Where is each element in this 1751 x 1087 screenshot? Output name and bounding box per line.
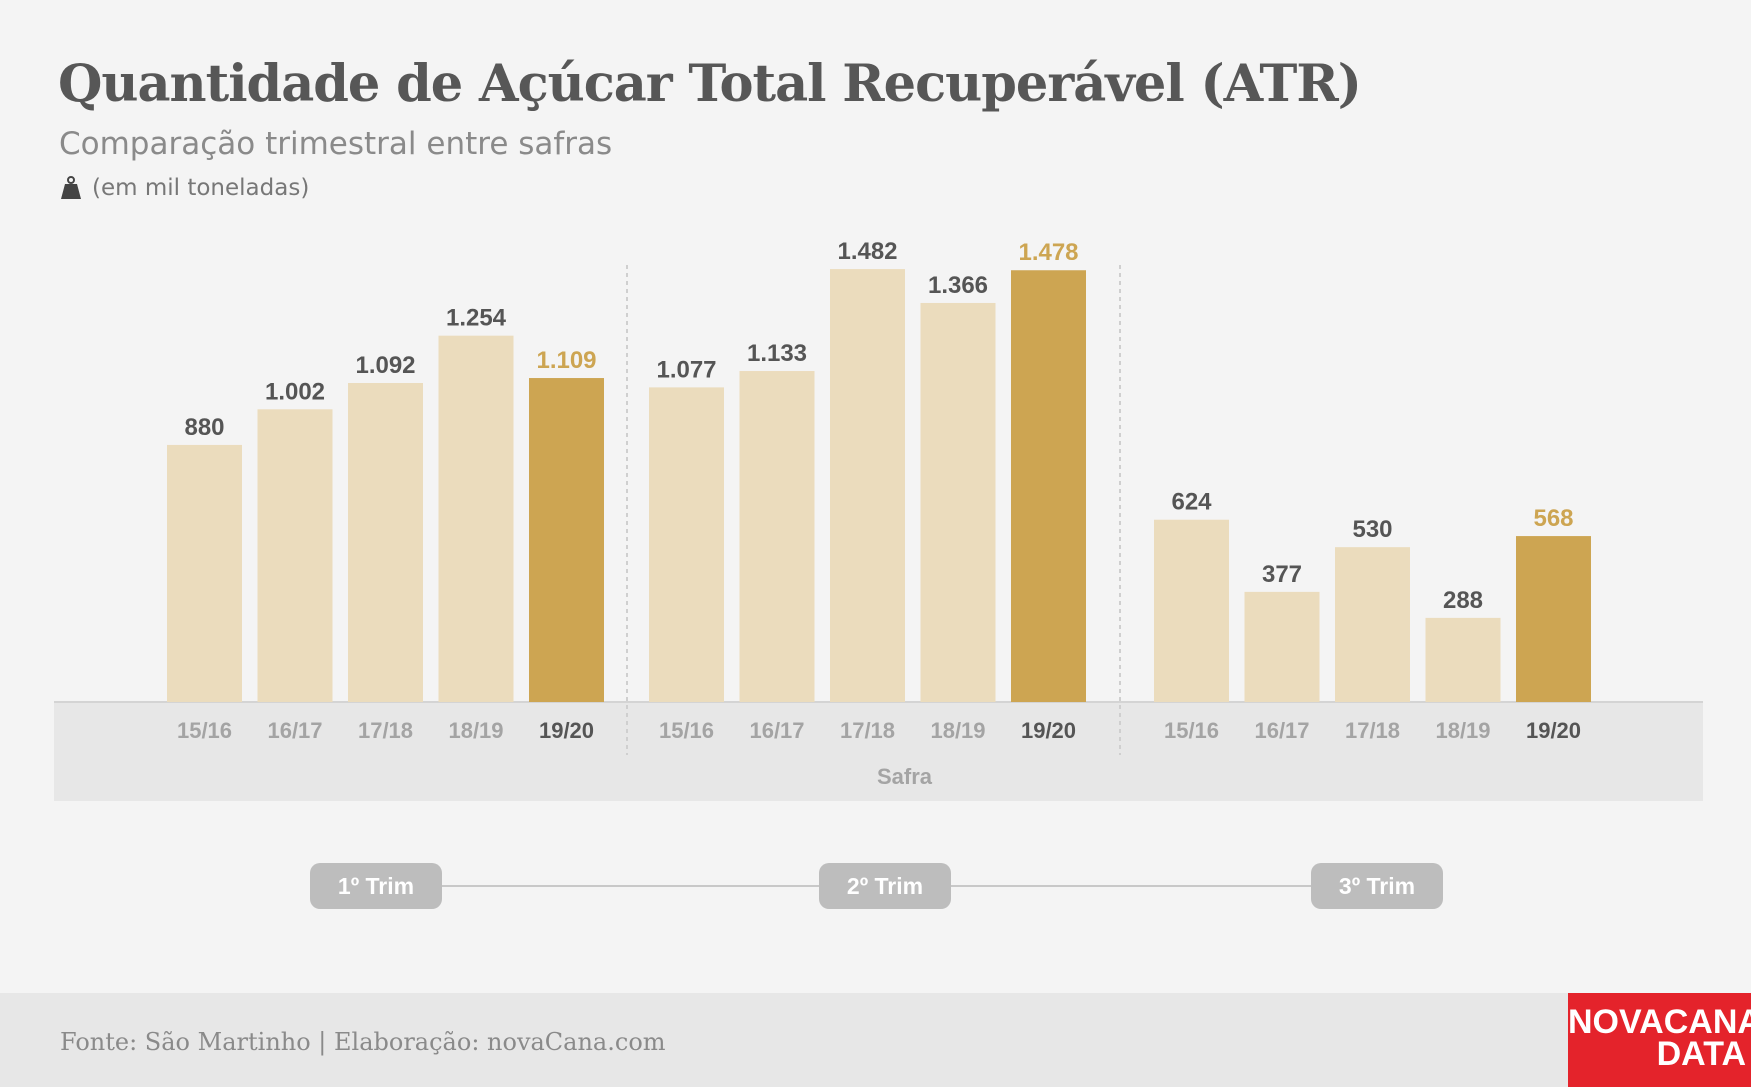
bar-value-label: 624: [1171, 489, 1212, 516]
x-tick-label: 18/19: [448, 718, 503, 743]
bar-value-label: 530: [1352, 516, 1392, 543]
x-tick-label: 16/17: [267, 718, 322, 743]
bar-value-label: 1.133: [747, 340, 807, 367]
bar: [438, 335, 514, 702]
bar: [1154, 519, 1229, 702]
bar: [1011, 270, 1086, 702]
x-tick-label: 19/20: [1526, 718, 1581, 743]
x-tick-label: 18/19: [1435, 718, 1490, 743]
x-tick-label: 17/18: [840, 718, 895, 743]
x-tick-label: 15/16: [1164, 718, 1219, 743]
bar: [1335, 547, 1410, 702]
logo-line-2: DATA: [1656, 1035, 1746, 1073]
x-tick-label: 19/20: [539, 718, 594, 743]
chart-title: Quantidade de Açúcar Total Recuperável (…: [58, 54, 1362, 114]
x-tick-label: 15/16: [659, 718, 714, 743]
novacana-data-logo: NOVACANA DATA: [1568, 993, 1751, 1087]
bar-value-label: 1.077: [656, 356, 716, 383]
x-tick-label: 15/16: [177, 718, 232, 743]
source-note: Fonte: São Martinho | Elaboração: novaCa…: [60, 1028, 666, 1056]
quarter-pill[interactable]: 1º Trim: [310, 863, 442, 909]
bar: [1425, 617, 1501, 702]
x-tick-label: 17/18: [358, 718, 413, 743]
bar-value-label: 1.092: [355, 352, 415, 379]
bar-chart: 880 15/16 1.002 16/17 1.092 17/18 1.254 18/19 1.…: [54, 238, 1703, 801]
unit-label: (em mil toneladas): [92, 175, 310, 201]
bar-value-label: 377: [1262, 561, 1302, 588]
x-tick-label: 16/17: [749, 718, 804, 743]
bar-value-label: 1.002: [265, 378, 325, 405]
bar: [920, 302, 996, 702]
bar: [649, 387, 724, 702]
bar: [529, 378, 604, 702]
bar: [1244, 591, 1320, 702]
bar: [1516, 536, 1591, 702]
x-axis-band: [54, 702, 1703, 801]
x-tick-label: 19/20: [1021, 718, 1076, 743]
quarter-pill[interactable]: 2º Trim: [819, 863, 951, 909]
bar: [830, 269, 905, 702]
bar-value-label: 1.254: [446, 305, 507, 332]
unit-note: (em mil toneladas): [60, 175, 309, 201]
bar-value-label: 1.482: [837, 238, 897, 265]
bar-value-label: 568: [1533, 505, 1573, 532]
logo-line-1: NOVACANA: [1568, 1003, 1751, 1041]
quarter-pill[interactable]: 3º Trim: [1311, 863, 1443, 909]
bar-value-label: 880: [184, 414, 224, 441]
x-tick-label: 18/19: [930, 718, 985, 743]
weight-icon: [60, 176, 82, 200]
bar: [348, 383, 423, 702]
bar: [257, 409, 333, 702]
x-axis-title: Safra: [877, 764, 933, 789]
chart-subtitle: Comparação trimestral entre safras: [59, 126, 613, 162]
bar-value-label: 1.366: [928, 272, 988, 299]
bar: [167, 444, 242, 702]
bar-value-label: 1.478: [1018, 239, 1078, 266]
footer: [0, 993, 1751, 1087]
bar: [739, 371, 815, 702]
bar-value-label: 1.109: [536, 347, 596, 374]
x-tick-label: 16/17: [1254, 718, 1309, 743]
bar-value-label: 288: [1443, 587, 1483, 614]
x-tick-label: 17/18: [1345, 718, 1400, 743]
